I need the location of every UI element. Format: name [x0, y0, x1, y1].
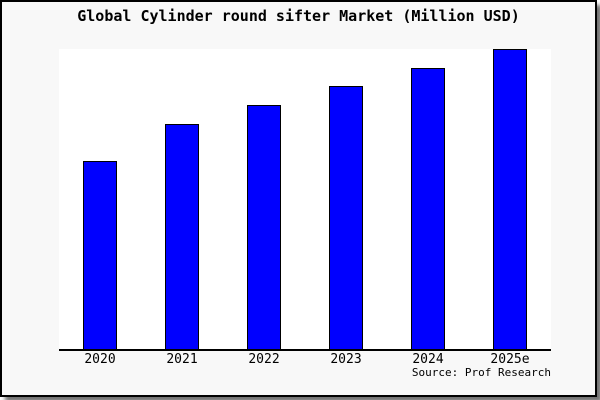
bar-2024: [411, 68, 445, 349]
bar-2022: [247, 105, 281, 349]
x-tick-label: 2021: [166, 352, 198, 367]
source-label: Source: Prof Research: [411, 366, 551, 379]
bar-2020: [83, 161, 117, 349]
x-tick-label: 2025e: [490, 352, 530, 367]
x-tick-label: 2020: [84, 352, 116, 367]
bar-2021: [165, 124, 199, 349]
x-tick-label: 2022: [248, 352, 280, 367]
plot-area: [59, 49, 551, 351]
x-tick-label: 2023: [330, 352, 362, 367]
bar-slot: [223, 49, 305, 349]
x-axis-labels: 2020 2021 2022 2023 2024 2025e: [59, 353, 551, 367]
chart-title: Global Cylinder round sifter Market (Mil…: [77, 7, 520, 25]
bar-slot: [305, 49, 387, 349]
bar-2025e: [493, 49, 527, 349]
x-tick-label: 2024: [412, 352, 444, 367]
bar-slot: [469, 49, 551, 349]
bar-slot: [387, 49, 469, 349]
bar-slot: [59, 49, 141, 349]
bar-2023: [329, 86, 363, 349]
bar-slot: [141, 49, 223, 349]
